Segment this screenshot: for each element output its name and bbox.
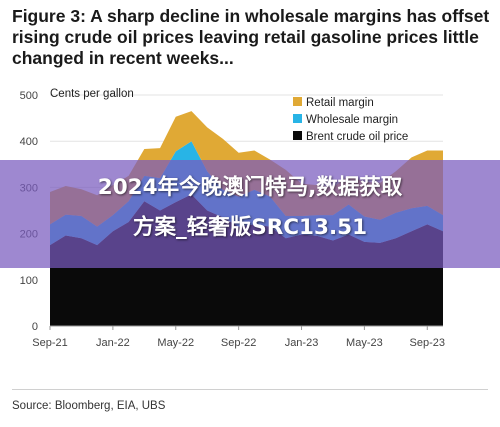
x-tick-label: Sep-22: [221, 337, 256, 349]
legend-wholesale-label: Wholesale margin: [306, 114, 398, 126]
legend-retail-label: Retail margin: [306, 97, 374, 109]
promo-overlay-text: 2024年今晚澳门特马,数据获取 方案_轻奢版SRC13.51: [0, 168, 500, 248]
x-tick-label: Sep-21: [32, 337, 67, 349]
promo-overlay-band: [0, 160, 500, 268]
x-tick-label: May-23: [346, 337, 383, 349]
y-tick-label: 500: [20, 90, 38, 102]
source-note: Source: Bloomberg, EIA, UBS: [12, 400, 166, 412]
x-tick-label: Sep-23: [410, 337, 445, 349]
legend-wholesale-swatch: [293, 114, 302, 123]
legend-crude-swatch: [293, 131, 302, 140]
y-tick-label: 100: [20, 275, 38, 287]
x-tick-label: Jan-23: [285, 337, 319, 349]
legend: Retail margin Wholesale margin Brent crude…: [293, 97, 408, 143]
source-divider: [12, 389, 488, 390]
x-tick-label: Jan-22: [96, 337, 130, 349]
legend-crude-label: Brent crude oil price: [306, 131, 408, 143]
y-axis-title: Cents per gallon: [50, 88, 134, 100]
overlay-line-1: 2024年今晚澳门特马,数据获取: [97, 175, 403, 200]
overlay-line-2: 方案_轻奢版SRC13.51: [132, 215, 368, 240]
x-tick-label: May-22: [157, 337, 194, 349]
y-tick-label: 0: [32, 321, 38, 333]
y-tick-label: 400: [20, 136, 38, 148]
figure-title: Figure 3: A sharp decline in wholesale m…: [12, 6, 490, 68]
legend-retail-swatch: [293, 97, 302, 106]
